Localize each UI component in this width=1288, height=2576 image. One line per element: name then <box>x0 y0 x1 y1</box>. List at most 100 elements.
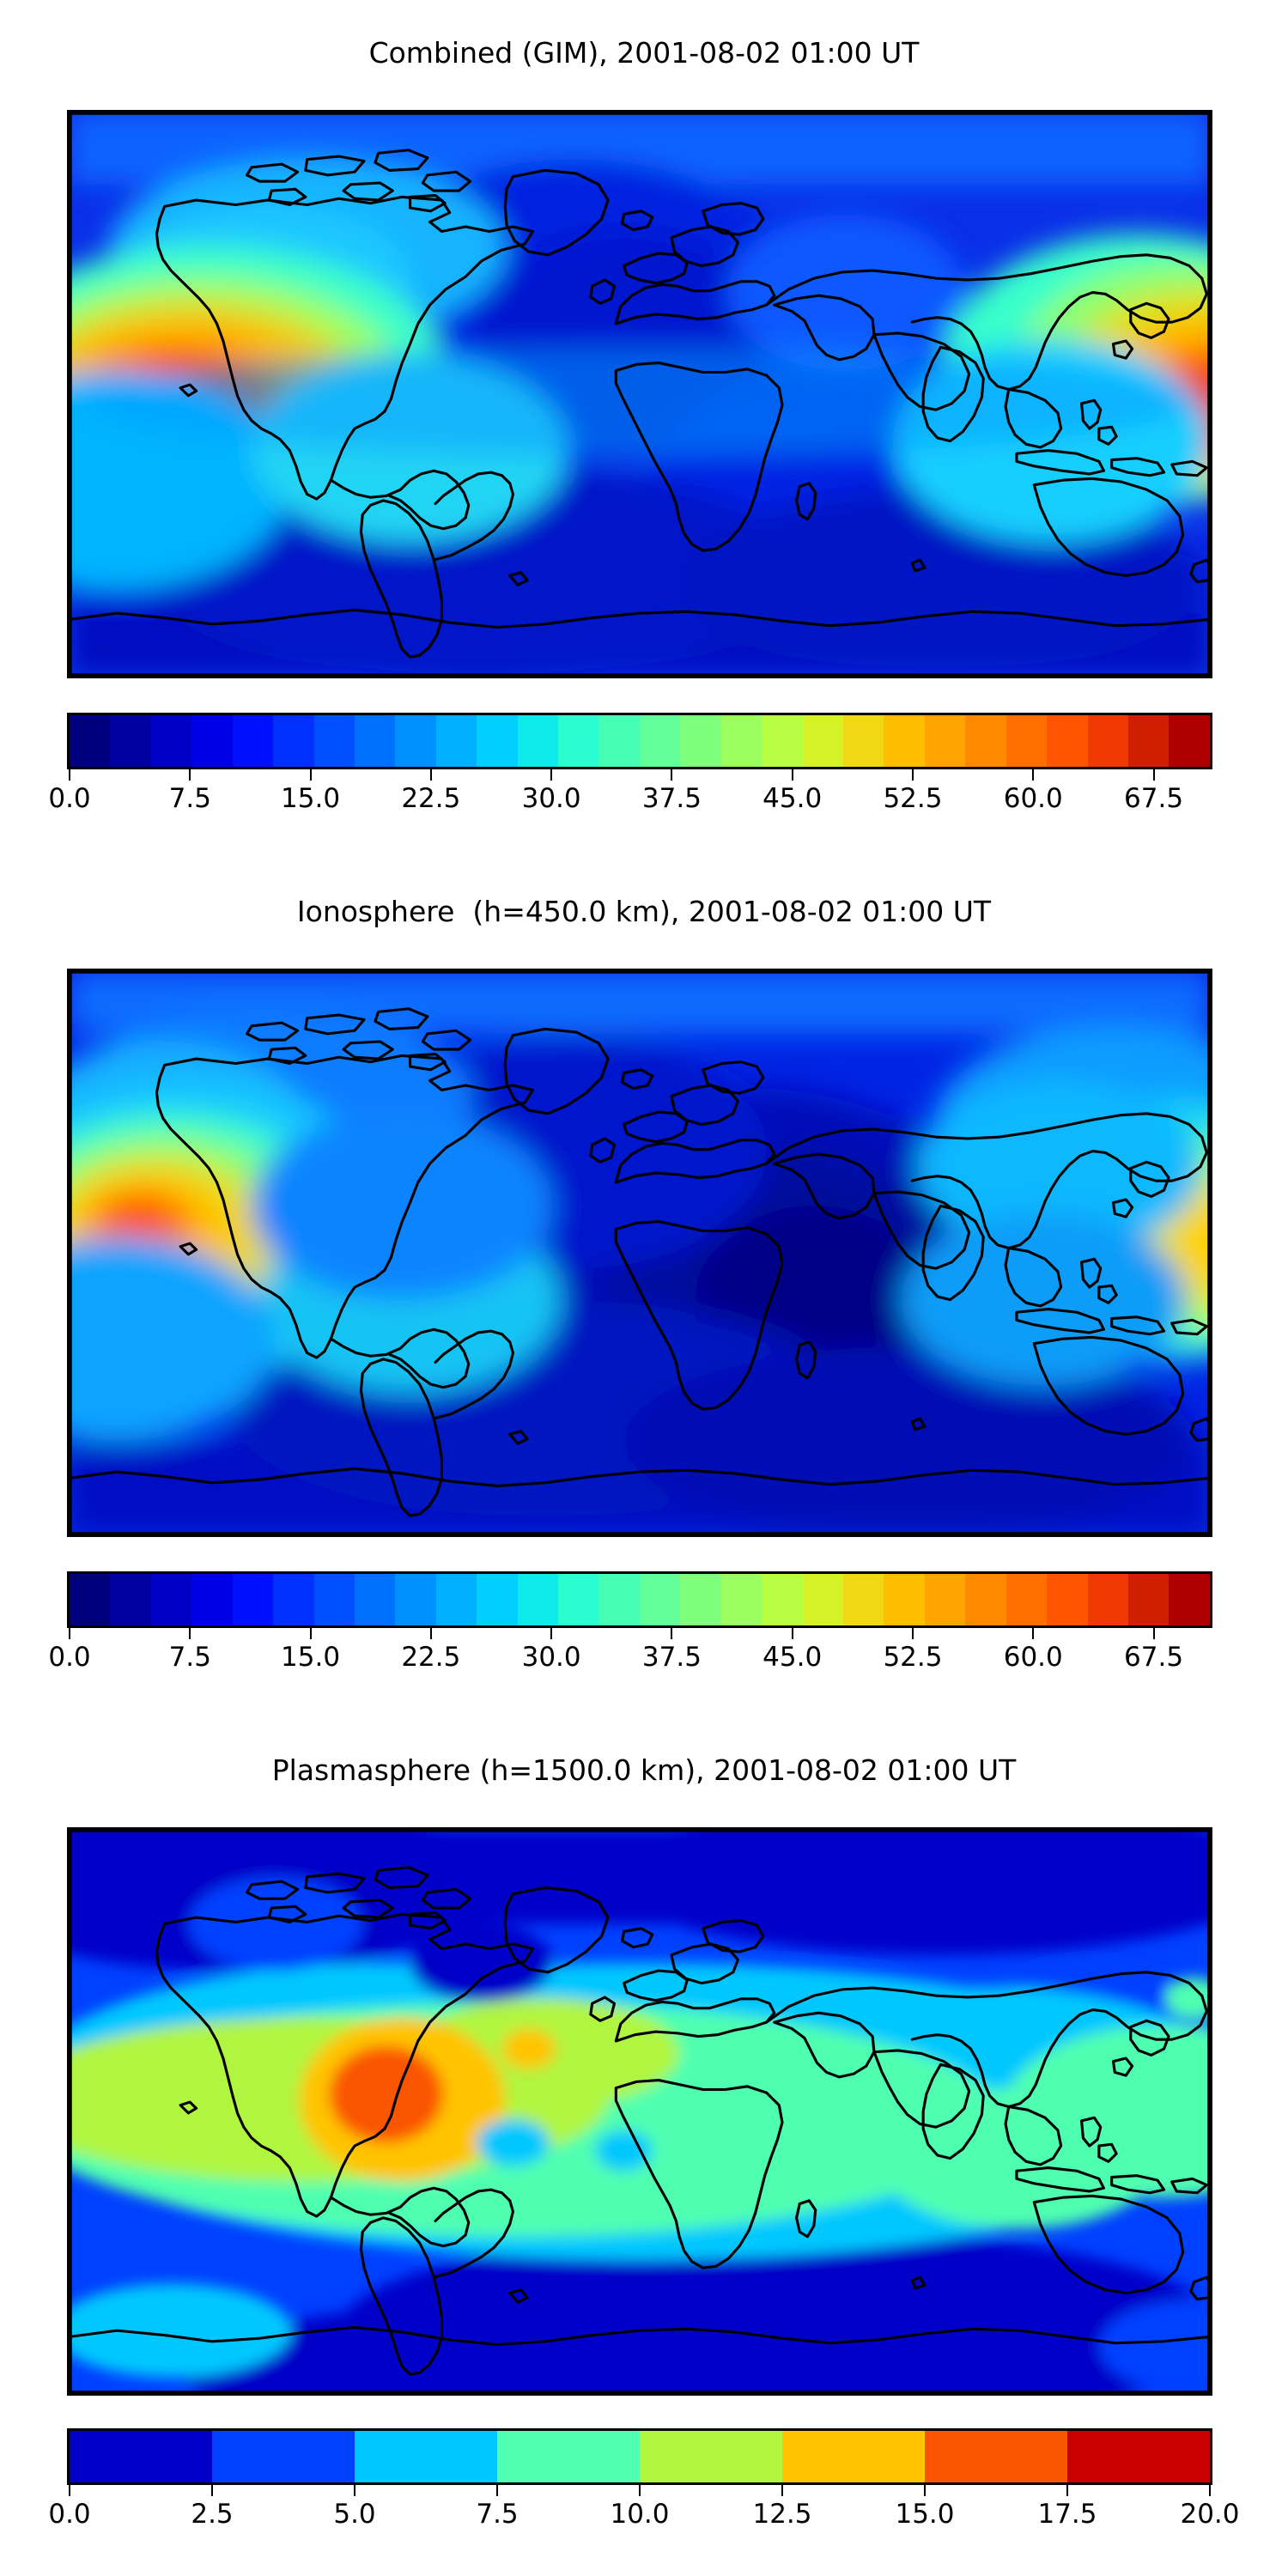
colorbar-band-21 <box>924 1574 966 1625</box>
colorbar-gradient <box>67 2428 1212 2485</box>
colorbar-band-0 <box>70 2431 212 2482</box>
colorbar-band-12 <box>558 1574 599 1625</box>
colorbar-gradient <box>67 713 1212 769</box>
colorbar-tick-label-1: 7.5 <box>168 1642 211 1673</box>
colorbar-tick-5 <box>781 2485 783 2496</box>
map-canvas-plasmasphere <box>70 1830 1210 2393</box>
colorbar-tick-0 <box>69 769 70 781</box>
colorbar-band-3 <box>191 1574 233 1625</box>
colorbar-tick-label-3: 22.5 <box>401 783 461 814</box>
colorbar-tick-label-8: 20.0 <box>1180 2499 1240 2530</box>
colorbar-band-7 <box>1067 2431 1210 2482</box>
colorbar-tick-6 <box>924 2485 926 2496</box>
colorbar-tick-4 <box>639 2485 641 2496</box>
colorbar-band-5 <box>273 1574 314 1625</box>
colorbar-tick-label-2: 15.0 <box>281 783 341 814</box>
colorbar-band-11 <box>517 1574 559 1625</box>
colorbar-band-17 <box>762 1574 803 1625</box>
colorbar-band-21 <box>924 715 966 767</box>
colorbar-band-19 <box>843 715 884 767</box>
colorbar-tick-2 <box>309 769 312 781</box>
colorbar-tick-label-4: 10.0 <box>610 2499 670 2530</box>
colorbar-band-0 <box>70 715 111 767</box>
colorbar-band-22 <box>965 1574 1006 1625</box>
colorbar-ticks <box>67 769 1212 781</box>
colorbar-band-19 <box>843 1574 884 1625</box>
colorbar-tick-7 <box>911 1628 914 1639</box>
colorbar-tick-label-9: 67.5 <box>1124 1642 1184 1673</box>
colorbar-band-16 <box>720 715 762 767</box>
colorbar-band-26 <box>1127 715 1170 767</box>
colorbar-band-26 <box>1127 1574 1170 1625</box>
colorbar-band-15 <box>680 715 721 767</box>
field-contours <box>70 112 1210 676</box>
colorbar-tick-label-7: 17.5 <box>1037 2499 1097 2530</box>
map-canvas-ionosphere <box>70 971 1210 1534</box>
colorbar-band-2 <box>150 1574 192 1625</box>
colorbar-tick-label-1: 2.5 <box>191 2499 234 2530</box>
colorbar-tick-4 <box>550 769 553 781</box>
colorbar-band-6 <box>925 2431 1067 2482</box>
colorbar-bands <box>70 1574 1210 1625</box>
colorbar-tick-label-8: 60.0 <box>1003 1642 1063 1673</box>
colorbar-band-23 <box>1005 1574 1048 1625</box>
colorbar-tick-7 <box>1066 2485 1068 2496</box>
coastlines <box>70 1007 1210 1534</box>
colorbar-tick-label-0: 0.0 <box>48 1642 91 1673</box>
colorbar-band-13 <box>598 1574 640 1625</box>
colorbar-band-8 <box>395 715 436 767</box>
colorbar-tick-6 <box>791 769 793 781</box>
colorbar-tick-label-2: 5.0 <box>333 2499 376 2530</box>
colorbar-band-7 <box>354 1574 396 1625</box>
colorbar-tick-label-4: 30.0 <box>521 783 581 814</box>
field-contours <box>70 971 1210 1534</box>
map-canvas-combined <box>70 112 1210 676</box>
colorbar-tick-label-6: 45.0 <box>762 1642 823 1673</box>
colorbar-tick-7 <box>911 769 914 781</box>
colorbar-tick-9 <box>1152 769 1155 781</box>
colorbar-tick-5 <box>671 1628 673 1639</box>
colorbar-band-1 <box>212 2431 355 2482</box>
colorbar-band-6 <box>313 715 355 767</box>
colorbar-band-10 <box>477 1574 518 1625</box>
colorbar-band-2 <box>150 715 192 767</box>
colorbar-tick-label-6: 45.0 <box>762 783 823 814</box>
colorbar-band-15 <box>680 1574 721 1625</box>
colorbar-band-22 <box>965 715 1006 767</box>
colorbar-band-16 <box>720 1574 762 1625</box>
colorbar-band-2 <box>355 2431 497 2482</box>
colorbar-tick-2 <box>354 2485 355 2496</box>
colorbar-tick-8 <box>1032 769 1035 781</box>
colorbar-band-6 <box>313 1574 355 1625</box>
colorbar-band-8 <box>395 1574 436 1625</box>
colorbar-tick-label-6: 15.0 <box>895 2499 955 2530</box>
colorbar-tick-0 <box>69 2485 70 2496</box>
colorbar-plasmasphere: 0.0 2.5 5.0 7.5 10.0 12.5 15.0 17.5 20.0 <box>48 2428 1240 2531</box>
colorbar-tick-4 <box>550 1628 553 1639</box>
coastlines <box>70 149 1210 676</box>
panel-title: Combined (GIM), 2001-08-02 01:00 UT <box>368 36 920 70</box>
colorbar-band-20 <box>884 715 925 767</box>
colorbar-tick-8 <box>1032 1628 1035 1639</box>
colorbar-tick-label-3: 22.5 <box>401 1642 461 1673</box>
colorbar-ionosphere: 0.0 7.5 15.0 22.5 30.0 37.5 45.0 52.5 60.0 67.5 <box>48 1571 1212 1674</box>
colorbar-tick-2 <box>309 1628 312 1639</box>
colorbar-band-1 <box>110 1574 151 1625</box>
colorbar-bands <box>70 2431 1210 2482</box>
colorbar-band-24 <box>1047 715 1088 767</box>
colorbar-band-13 <box>598 715 640 767</box>
colorbar-tick-label-7: 52.5 <box>883 783 943 814</box>
colorbar-band-14 <box>639 1574 681 1625</box>
colorbar-band-14 <box>639 715 681 767</box>
colorbar-tick-0 <box>69 1628 70 1639</box>
colorbar-tick-labels: 0.0 7.5 15.0 22.5 30.0 37.5 45.0 52.5 60.0 67.5 <box>48 1640 1212 1674</box>
colorbar-tick-5 <box>671 769 673 781</box>
colorbar-tick-label-1: 7.5 <box>168 783 211 814</box>
colorbar-band-25 <box>1087 1574 1128 1625</box>
colorbar-tick-3 <box>496 2485 498 2496</box>
map-plasmasphere <box>67 1827 1212 2396</box>
field-contours <box>70 1830 1210 2393</box>
colorbar-bands <box>70 715 1210 767</box>
coastlines <box>70 1866 1210 2393</box>
